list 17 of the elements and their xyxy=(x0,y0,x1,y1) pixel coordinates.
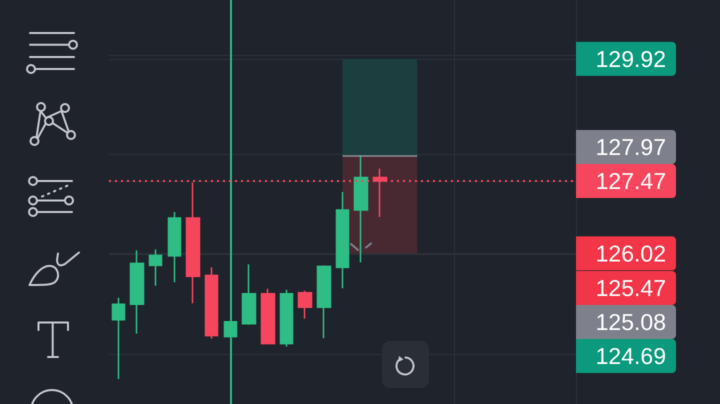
y-tick-label: 127.47 xyxy=(596,168,666,194)
candlestick xyxy=(260,288,276,344)
candlestick xyxy=(130,250,144,334)
y-tick-label: 126.02 xyxy=(596,240,666,266)
candlestick xyxy=(112,297,126,380)
candlestick xyxy=(242,264,256,326)
y-tick-label: 129.92 xyxy=(596,46,666,72)
candlestick xyxy=(298,290,312,320)
candlestick xyxy=(280,289,294,348)
text: 125.47 xyxy=(596,274,666,300)
candlestick xyxy=(168,211,182,284)
candlestick xyxy=(316,264,332,339)
candlestick xyxy=(148,248,162,287)
text: 124.69 xyxy=(596,342,666,368)
candlestick xyxy=(204,266,218,340)
text: 125.08 xyxy=(596,308,666,334)
text: 127.97 xyxy=(596,134,666,160)
